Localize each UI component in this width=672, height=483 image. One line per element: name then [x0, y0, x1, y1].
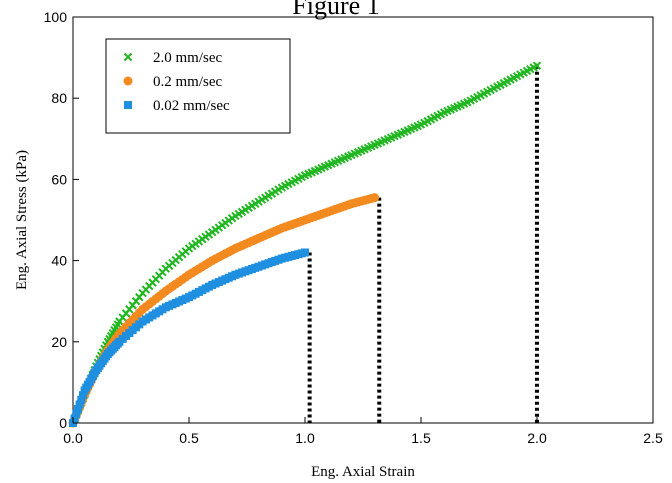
legend-label: 0.2 mm/sec — [153, 74, 222, 90]
x-tick-label: 2.0 — [527, 430, 547, 446]
y-axis-label: Eng. Axial Stress (kPa) — [14, 150, 30, 290]
data-point — [77, 395, 86, 404]
series-layer — [68, 61, 542, 428]
y-tick-label: 80 — [51, 90, 67, 106]
plot-frame — [72, 16, 654, 424]
legend-marker — [124, 101, 132, 109]
data-point — [70, 414, 79, 423]
x-tick-label: 2.5 — [643, 430, 663, 446]
y-tick-label: 0 — [59, 415, 67, 431]
data-point — [73, 405, 82, 414]
series-1 — [68, 193, 380, 428]
x-axis: 0.0 0.5 1.0 1.5 2.0 2.5 — [63, 417, 663, 446]
data-point — [75, 400, 84, 409]
x-tick-label: 0.0 — [63, 430, 83, 446]
chart-title: Figure 1 — [292, 0, 379, 20]
data-point — [78, 391, 87, 400]
y-tick-label: 100 — [44, 9, 68, 25]
plot-area — [68, 16, 654, 428]
legend-marker — [123, 76, 133, 86]
x-tick-label: 1.5 — [411, 430, 431, 446]
data-point — [370, 193, 380, 203]
legend-label: 0.02 mm/sec — [153, 98, 230, 114]
failure-lines — [307, 65, 539, 423]
legend-box — [105, 38, 291, 134]
data-point — [72, 409, 81, 418]
data-point — [301, 248, 309, 257]
y-axis: 0 20 40 60 80 100 — [44, 9, 79, 431]
legend: 2.0 mm/sec 0.2 mm/sec 0.02 mm/sec — [105, 38, 291, 134]
y-tick-label: 20 — [51, 334, 67, 350]
legend-marker — [123, 52, 133, 62]
y-tick-label: 40 — [51, 253, 67, 269]
series-2 — [69, 248, 309, 427]
x-tick-label: 0.5 — [179, 430, 199, 446]
x-tick-label: 1.0 — [295, 430, 315, 446]
data-point — [532, 61, 542, 70]
x-axis-label: Eng. Axial Strain — [311, 464, 415, 480]
legend-label: 2.0 mm/sec — [153, 50, 222, 66]
y-tick-label: 60 — [51, 171, 67, 187]
